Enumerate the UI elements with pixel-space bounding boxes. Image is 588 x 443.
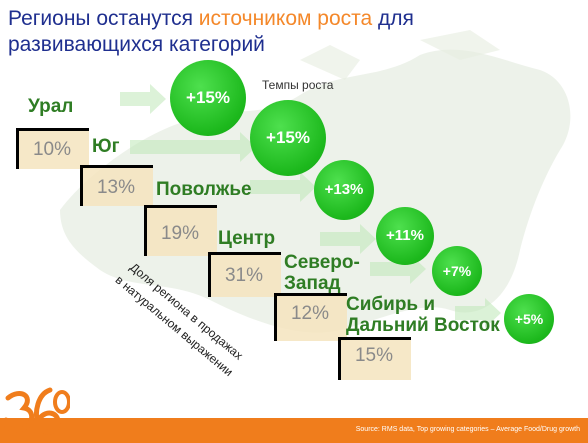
region-name-sibir: Сибирь и Дальний Восток [346, 294, 500, 336]
share-ural: 10% [32, 139, 72, 160]
share-box-yug [80, 165, 153, 206]
region-name-severo-zapad-line1: Северо- [284, 252, 360, 273]
growth-bubble-centr: +11% [376, 207, 434, 265]
region-name-severo-zapad: Северо- Запад [284, 252, 360, 294]
growth-bubble-ural: +15% [170, 60, 246, 136]
share-box-centr [208, 252, 281, 297]
arrow-ural [120, 84, 166, 114]
share-yug: 13% [96, 177, 136, 198]
region-name-centr: Центр [218, 228, 276, 249]
growth-bubble-severo-zapad: +7% [432, 246, 482, 296]
page-title: Регионы останутся источником роста для р… [8, 6, 568, 58]
legend-label-growth-rate: Темпы роста [262, 78, 334, 92]
growth-bubble-sibir: +5% [504, 294, 554, 344]
title-part2: для развивающихся категорий [8, 7, 414, 56]
arrow-centr [320, 224, 376, 254]
footer-source: Source: RMS data, Top growing categories… [355, 426, 580, 433]
growth-bubble-yug: +15% [250, 100, 326, 176]
share-sibir: 15% [354, 345, 394, 366]
share-povolzhye: 19% [160, 223, 200, 244]
region-name-severo-zapad-line2: Запад [284, 273, 341, 294]
growth-bubble-povolzhye: +13% [314, 160, 374, 220]
region-name-sibir-line1: Сибирь и [346, 294, 436, 315]
region-name-yug: Юг [92, 136, 120, 157]
arrow-povolzhye [250, 172, 316, 202]
growth-value-yug: +15% [266, 128, 310, 147]
title-highlight: источником роста [198, 7, 373, 30]
arrow-yug [130, 132, 256, 162]
share-centr: 31% [224, 265, 264, 286]
share-box-ural [16, 128, 89, 169]
growth-value-povolzhye: +13% [324, 181, 364, 198]
share-box-povolzhye [144, 205, 217, 256]
title-part1: Регионы останутся [8, 7, 199, 30]
region-name-povolzhye: Поволжье [156, 179, 252, 200]
region-name-sibir-line2: Дальний Восток [346, 315, 500, 336]
share-severo-zapad: 12% [290, 303, 330, 324]
growth-value-sibir: +5% [514, 311, 544, 327]
share-box-severo-zapad [274, 293, 347, 341]
logo-360: 360 [3, 387, 70, 435]
share-box-sibir [338, 337, 411, 380]
growth-value-centr: +11% [386, 227, 424, 244]
growth-value-ural: +15% [186, 88, 230, 107]
footer-bar: Source: RMS data, Top growing categories… [0, 418, 588, 443]
growth-value-severo-zapad: +7% [442, 263, 472, 279]
region-name-ural: Урал [28, 96, 74, 117]
arrow-sibir [455, 298, 501, 328]
